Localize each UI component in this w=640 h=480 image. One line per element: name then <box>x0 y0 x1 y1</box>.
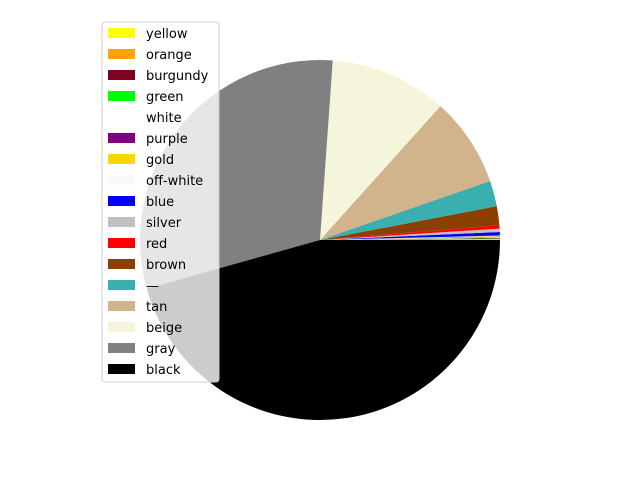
legend-label-10: red <box>146 237 167 252</box>
pie-slices <box>140 59 501 420</box>
legend-swatch-7 <box>108 175 135 185</box>
legend-swatch-8 <box>108 196 135 206</box>
pie-slice-1 <box>320 238 500 240</box>
legend-label-11: brown <box>146 258 186 273</box>
legend-swatch-15 <box>108 343 135 353</box>
legend-label-6: gold <box>146 153 174 168</box>
legend-label-16: black <box>146 363 181 378</box>
legend-label-8: blue <box>146 195 174 210</box>
pie-slice-3 <box>320 237 500 240</box>
legend-swatch-3 <box>108 91 135 101</box>
legend-label-1: orange <box>146 48 192 63</box>
legend-label-4: white <box>146 111 182 126</box>
legend-label-5: purple <box>146 132 188 147</box>
legend-swatch-4 <box>108 112 135 122</box>
legend-label-9: silver <box>146 216 182 231</box>
pie-slice-4 <box>320 237 500 240</box>
pie-slice-13 <box>320 106 491 240</box>
legend-swatch-1 <box>108 49 135 59</box>
pie-slice-5 <box>320 236 500 240</box>
legend-label-12: — <box>146 279 159 294</box>
legend-swatch-6 <box>108 154 135 164</box>
pie-slice-9 <box>320 228 500 240</box>
legend-swatch-12 <box>108 280 135 290</box>
legend-label-2: burgundy <box>146 69 209 84</box>
legend-swatch-13 <box>108 301 135 311</box>
legend-swatch-2 <box>108 70 135 80</box>
legend-label-7: off-white <box>146 174 203 189</box>
pie-slice-7 <box>320 235 500 240</box>
legend-swatch-0 <box>108 28 135 38</box>
legend-swatch-10 <box>108 238 135 248</box>
legend-swatch-9 <box>108 217 135 227</box>
pie-slice-6 <box>320 236 500 240</box>
legend-label-3: green <box>146 90 184 105</box>
legend-label-14: beige <box>146 321 182 336</box>
legend-label-0: yellow <box>146 27 188 42</box>
pie-slice-12 <box>320 180 497 240</box>
legend-swatch-11 <box>108 259 135 269</box>
legend-swatch-14 <box>108 322 135 332</box>
pie-slice-11 <box>320 206 500 240</box>
pie-slice-14 <box>320 60 441 241</box>
pie-slice-0 <box>320 239 500 240</box>
pie-slice-8 <box>320 232 500 240</box>
legend-swatch-5 <box>108 133 135 143</box>
legend-label-13: tan <box>146 300 167 315</box>
legend: yellow orange burgundy green white purple gold… <box>101 21 220 383</box>
pie-slice-16 <box>146 240 501 420</box>
pie-slice-2 <box>320 238 500 240</box>
legend-swatch-16 <box>108 364 135 374</box>
pie-slice-10 <box>320 225 500 240</box>
legend-items: yellow orange burgundy green white purple gold… <box>108 27 209 378</box>
legend-label-15: gray <box>146 342 176 357</box>
